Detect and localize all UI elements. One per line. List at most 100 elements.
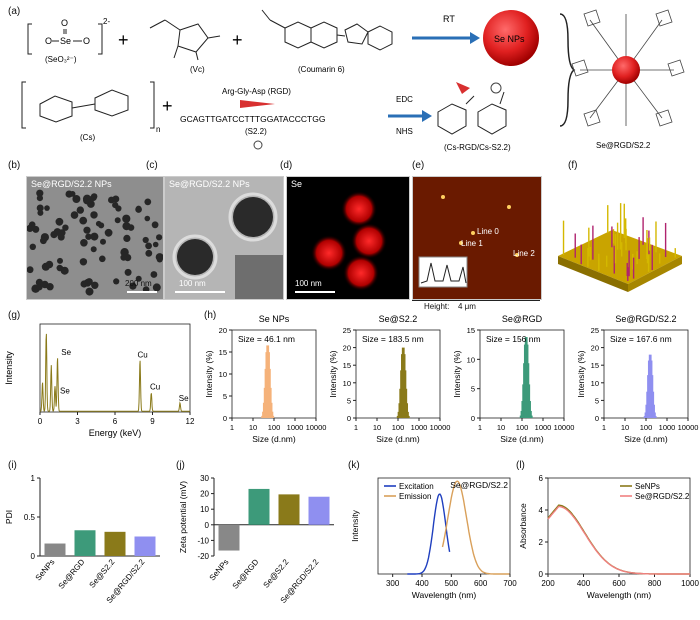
afm-image-e: Line 0 Line 1 Line 2	[412, 176, 542, 300]
abs-legend-label: SeNPs	[635, 482, 660, 491]
tem-particle	[145, 249, 153, 257]
afm-3d-f	[548, 176, 688, 298]
abs-legend-label: Se@RGD/S2.2	[635, 492, 690, 501]
dls-ytick-label: 15	[467, 326, 475, 335]
tem-particle	[29, 243, 36, 250]
fl-frame	[377, 477, 511, 575]
eds-peak-label: Se	[61, 348, 71, 357]
panel-e-letter: (e)	[412, 160, 425, 171]
eds-xtick-label: 3	[75, 417, 80, 426]
svg-text:O: O	[61, 18, 68, 28]
panel-f-letter: (f)	[568, 160, 578, 171]
tem-particle	[46, 283, 54, 291]
zeta-ytick-label: 0	[205, 521, 210, 530]
afm-3d-surface	[558, 203, 682, 292]
tem-particle	[57, 257, 63, 264]
zeta-bar	[248, 488, 270, 525]
tem-particles	[27, 189, 163, 296]
tem-particle	[115, 205, 122, 212]
panel-j-letter: (j)	[176, 460, 185, 471]
afm-line2: Line 2	[513, 249, 535, 258]
tem-particle	[36, 195, 43, 202]
chitosan-label: (Cs)	[80, 133, 95, 142]
rt-arrowhead	[470, 32, 480, 44]
tem-particle	[79, 216, 88, 225]
tem-c-scale-text: 100 nm	[179, 279, 206, 288]
tem-particle	[27, 224, 34, 232]
fl-series-line	[441, 480, 510, 575]
zeta-ytick-label: -20	[197, 552, 209, 561]
tem-particle	[114, 217, 121, 224]
conjugate-label: (Cs-RGD/Cs-S2.2)	[444, 143, 511, 152]
tem-particle	[37, 209, 44, 216]
fl-xtick-label: 400	[415, 579, 429, 588]
map-d-caption: Se	[291, 179, 303, 189]
dls-ytick-label: 0	[595, 414, 599, 423]
tem-particle	[32, 225, 40, 233]
abs-ytick-label: 4	[539, 506, 544, 515]
dls-ytick-label: 0	[347, 414, 351, 423]
tem-particle	[90, 211, 98, 219]
dls-xlabel: Size (d.nm)	[500, 434, 544, 444]
abs-ylabel: Absorbance	[518, 503, 528, 549]
tem-particle	[120, 248, 129, 257]
dls-ytick-label: 10	[591, 379, 599, 388]
panel-g-letter: (g)	[8, 310, 21, 321]
dls-ytick-label: 20	[343, 344, 351, 353]
tem-particle	[56, 264, 63, 272]
eds-xtick-label: 6	[113, 417, 118, 426]
tem-c-caption: Se@RGD/S2.2 NPs	[169, 179, 250, 189]
tem-b-caption: Se@RGD/S2.2 NPs	[31, 179, 112, 189]
tem-particle	[99, 255, 106, 263]
abs-xtick-label: 200	[541, 579, 555, 588]
dls-bar	[269, 402, 273, 418]
coumarin-structure	[261, 9, 393, 51]
s22-label: (S2.2)	[245, 127, 267, 136]
dls-bar	[406, 411, 409, 418]
edc-arrowhead	[422, 110, 432, 122]
dls-ytick-label: 25	[343, 326, 351, 335]
panel-c-letter: (c)	[146, 160, 158, 171]
afm-line0: Line 0	[477, 227, 499, 236]
fl-title: Se@RGD/S2.2	[450, 480, 508, 490]
senps-sphere	[483, 10, 539, 66]
tem-particle	[113, 278, 120, 285]
dls-ytick-label: 5	[347, 396, 351, 405]
dls-xtick-label: 1	[354, 423, 358, 432]
selenite-charge: 2-	[103, 17, 110, 26]
tem-particle	[36, 189, 44, 197]
tem-particle	[156, 234, 163, 241]
eds-map-d: Se 100 nm	[286, 176, 410, 300]
dls-subplot-title: Se@RGD/S2.2	[615, 314, 676, 324]
dls-subplot-title: Se@RGD	[502, 314, 543, 324]
dls-size-annotation: Size = 167.6 nm	[610, 334, 672, 344]
plus-sign-2: +	[232, 30, 243, 50]
zeta-bar	[218, 524, 240, 551]
fl-legend-label: Excitation	[399, 482, 434, 491]
dls-ytick-label: 15	[591, 361, 599, 370]
tem-particle	[129, 282, 137, 290]
eds-xlabel: Energy (keV)	[89, 428, 142, 438]
final-label: Se@RGD/S2.2	[596, 141, 651, 150]
coumarin-label: (Coumarin 6)	[298, 65, 345, 74]
selenite-label: (SeO₃²⁻)	[45, 55, 77, 64]
final-particle	[571, 9, 685, 127]
dls-subplot-title: Se@S2.2	[379, 314, 418, 324]
dls-ytick-label: 10	[467, 355, 475, 364]
dls-bar	[528, 401, 531, 418]
tem-particle	[124, 268, 132, 276]
pdi-ytick-label: 0.5	[24, 513, 36, 522]
tem-particle	[55, 228, 62, 235]
afm-width-label: 4 μm	[458, 302, 476, 311]
pdi-bar	[74, 530, 96, 556]
dls-xtick-label: 100	[516, 423, 529, 432]
zeta-ytick-label: 20	[200, 490, 209, 499]
pdi-ytick-label: 0	[31, 552, 36, 561]
dls-ylabel: Intensity (%)	[204, 350, 214, 397]
afm-features	[418, 195, 519, 288]
tem-particle	[82, 194, 92, 203]
dls-xtick-label: 10000	[306, 423, 327, 432]
dls-bar	[270, 411, 274, 418]
dls-xtick-label: 1000	[535, 423, 552, 432]
